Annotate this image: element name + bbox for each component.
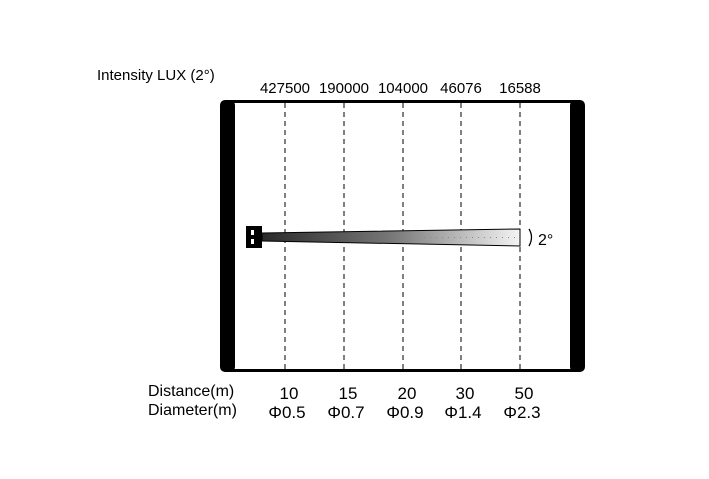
diameter-value: Φ2.3 (503, 403, 540, 422)
distance-value: 30 (456, 384, 475, 403)
diameter-value: Φ0.7 (327, 403, 364, 422)
light-beam (261, 228, 521, 247)
title: Intensity LUX (2°) (97, 67, 215, 84)
diameter-value: Φ1.4 (444, 403, 481, 422)
distance-value: 50 (515, 384, 534, 403)
diameter-label: Diameter(m) (148, 402, 237, 419)
distance-label: Distance(m) (148, 383, 234, 400)
frame-left-bar (220, 100, 235, 372)
lux-value: 427500 (260, 80, 310, 97)
distance-value: 10 (280, 384, 299, 403)
distance-value: 20 (398, 384, 417, 403)
diameter-value: Φ0.5 (268, 403, 305, 422)
lux-value: 46076 (440, 80, 482, 97)
beam-angle-label: 2° (538, 232, 553, 249)
diameter-value: Φ0.9 (386, 403, 423, 422)
angle-arc-icon (528, 228, 533, 247)
light-source-icon (246, 226, 262, 248)
frame-right-bar (570, 100, 585, 372)
distance-value: 15 (339, 384, 358, 403)
lux-value: 16588 (499, 80, 541, 97)
lux-value: 190000 (319, 80, 369, 97)
lux-value: 104000 (378, 80, 428, 97)
